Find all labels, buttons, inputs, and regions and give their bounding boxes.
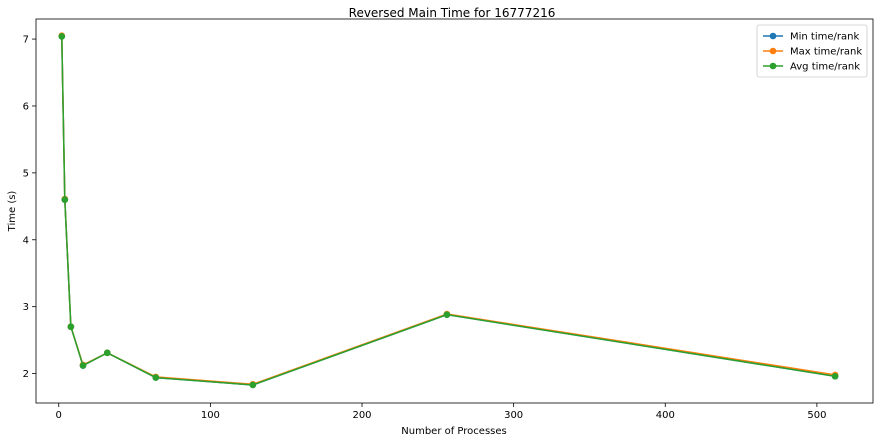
y-tick-label: 3 (23, 302, 29, 313)
legend-marker (769, 62, 777, 70)
y-tick-label: 6 (23, 101, 29, 112)
data-point (249, 381, 257, 389)
legend: Min time/rank Max time/rank Avg time/rank (756, 24, 868, 78)
data-point (831, 372, 839, 380)
x-tick-label: 100 (201, 410, 220, 421)
data-point (79, 362, 87, 369)
x-tick-label: 300 (504, 410, 523, 421)
legend-label: Max time/rank (790, 47, 862, 58)
data-point (152, 374, 160, 381)
x-tick-label: 400 (656, 410, 675, 421)
chart-title: Reversed Main Time for 16777216 (349, 6, 556, 20)
legend-item: Avg time/rank (763, 62, 860, 73)
legend-item: Min time/rank (763, 32, 859, 43)
x-tick-label: 0 (56, 410, 62, 421)
series-line (61, 36, 836, 386)
data-point (67, 323, 75, 331)
y-tick-label: 5 (23, 168, 29, 179)
series-line (61, 35, 836, 386)
legend-box (756, 24, 868, 78)
legend-marker (769, 32, 777, 40)
legend-marker (769, 47, 777, 55)
series-line (61, 36, 836, 386)
series-1 (58, 33, 839, 389)
y-tick-label: 7 (23, 35, 29, 46)
y-tick-label: 4 (23, 235, 29, 246)
legend-label: Avg time/rank (790, 62, 860, 73)
x-axis-title: Number of Processes (401, 426, 506, 437)
y-axis-title: Time (s) (7, 191, 18, 233)
legend-item: Max time/rank (763, 47, 862, 58)
series-2 (58, 32, 839, 388)
series-3 (58, 33, 839, 389)
plot-frame (35, 18, 874, 404)
x-axis: 0 100 200 300 400 500 (56, 403, 826, 421)
y-axis: 2 3 4 5 6 7 (23, 35, 36, 380)
x-tick-label: 200 (352, 410, 371, 421)
y-tick-label: 2 (23, 369, 29, 380)
data-point (58, 33, 66, 40)
legend-label: Min time/rank (790, 32, 859, 43)
data-point (103, 349, 111, 357)
data-point (61, 196, 69, 203)
x-tick-label: 500 (807, 410, 826, 421)
plot-area (58, 32, 839, 389)
data-point (443, 311, 451, 318)
